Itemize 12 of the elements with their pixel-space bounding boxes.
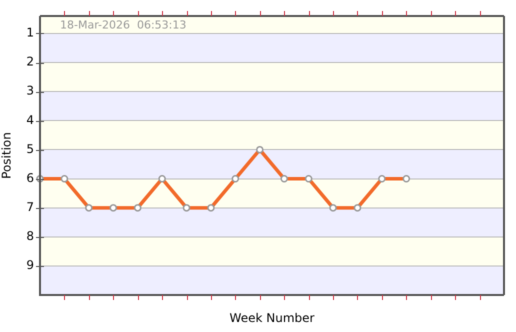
y-tick-label: 9 xyxy=(26,258,34,272)
y-tick-label: 3 xyxy=(26,84,34,98)
y-tick-label: 2 xyxy=(26,54,34,69)
y-tick-label: 1 xyxy=(26,26,34,40)
annotation: 18-Mar-2026 06:53:13 xyxy=(60,18,186,32)
y-axis-title: Position xyxy=(0,132,14,179)
y-tick-label: 7 xyxy=(26,200,34,214)
y-tick-label: 8 xyxy=(26,229,34,243)
x-axis-title: Week Number xyxy=(230,310,315,325)
y-tick-label: 5 xyxy=(26,142,34,156)
y-tick-label: 6 xyxy=(26,170,34,185)
y-tick-label: 4 xyxy=(26,112,34,127)
